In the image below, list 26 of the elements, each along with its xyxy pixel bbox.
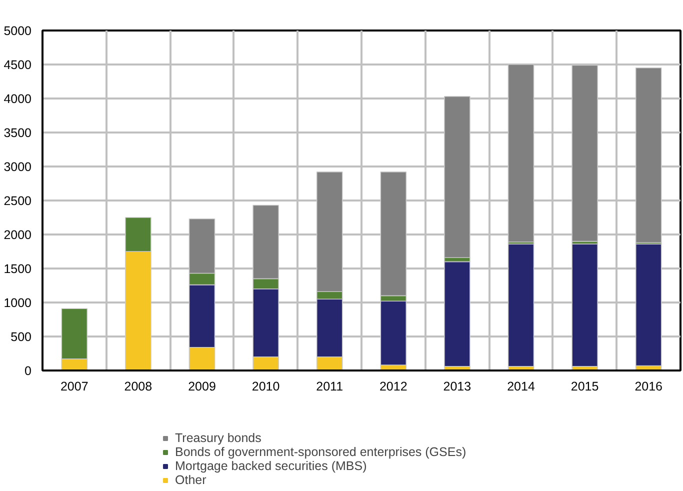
y-tick-label: 2500 <box>4 194 32 208</box>
y-tick-label: 1000 <box>4 296 32 310</box>
x-tick-label: 2007 <box>60 380 88 394</box>
x-tick-label: 2009 <box>188 380 216 394</box>
legend-label: Mortgage backed securities (MBS) <box>175 459 367 473</box>
y-tick-label: 5000 <box>4 24 32 38</box>
legend-label: Treasury bonds <box>175 431 262 445</box>
x-tick-label: 2010 <box>252 380 280 394</box>
x-tick-label: 2016 <box>634 380 663 394</box>
y-tick-label: 2000 <box>4 228 32 242</box>
y-tick-label: 3000 <box>4 160 32 174</box>
x-tick-label: 2008 <box>124 380 152 394</box>
x-tick-label: 2014 <box>507 380 535 394</box>
y-tick-label: 3500 <box>4 126 32 140</box>
y-tick-label: 500 <box>10 330 32 344</box>
x-tick-label: 2012 <box>379 380 408 394</box>
bar <box>444 96 470 258</box>
x-tick-label: 2015 <box>570 380 599 394</box>
y-tick-label: 4500 <box>4 58 32 72</box>
x-tick-label: 2011 <box>316 380 344 394</box>
legend-label: Bonds of government-sponsored enterprises (GSEs) <box>175 445 466 459</box>
legend-label: Other <box>175 473 206 487</box>
x-tick-label: 2013 <box>443 380 472 394</box>
y-tick-label: 4000 <box>4 92 32 106</box>
y-tick-label: 0 <box>24 364 32 378</box>
y-tick-label: 1500 <box>4 262 32 276</box>
